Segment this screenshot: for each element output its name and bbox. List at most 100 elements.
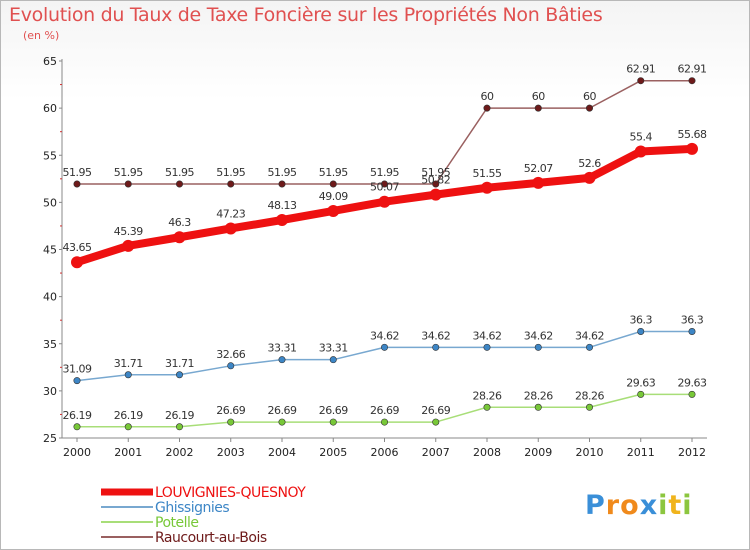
data-point [173,231,186,244]
data-point [227,362,235,370]
data-point [634,145,647,158]
x-tick-label: 2009 [524,446,552,459]
data-point [227,180,235,188]
data-point [278,180,286,188]
x-tick-label: 2005 [319,446,347,459]
data-point [534,403,542,411]
data-label: 31.09 [63,363,92,376]
data-point [124,180,132,188]
x-tick-label: 2006 [371,446,399,459]
series-ghissignies: 31.09 31.71 31.71 32.66 33.31 33.31 34.62 34.62… [63,313,704,385]
data-label: 32.66 [216,348,245,361]
chart-title: Evolution du Taux de Taxe Foncière sur l… [9,4,603,26]
data-point [329,180,337,188]
data-point [483,403,491,411]
y-tick-label: 55 [43,149,57,162]
data-label: 46.3 [168,216,191,229]
data-label: 51.95 [216,166,245,179]
data-point [176,423,184,431]
legend: LOUVIGNIES-QUESNOYGhissigniesPotelleRauc… [101,485,307,546]
data-point [380,343,388,351]
data-label: 62.91 [678,63,707,76]
data-label: 26.69 [421,404,450,417]
y-tick-label: 45 [43,244,57,257]
data-point [637,390,645,398]
data-label: 33.31 [319,342,348,355]
legend-label: Ghissignies [155,500,229,516]
data-point [688,327,696,335]
data-point [534,104,542,112]
data-label: 29.63 [626,376,655,389]
axes: 25 30 35 40 45 50 55 60 65 2000 2001 2002 2003 2004 20… [43,55,707,459]
data-point [585,104,593,112]
data-label: 26.69 [268,404,297,417]
data-label: 48.13 [268,199,297,212]
logo-letter: r [605,490,621,521]
data-label: 26.69 [216,404,245,417]
x-tick-label: 2007 [422,446,450,459]
data-point [278,356,286,364]
y-tick-label: 50 [43,196,57,209]
data-label: 33.31 [268,342,297,355]
data-label: 36.3 [630,313,653,326]
data-point [583,171,596,184]
series-raucourt-au-bois: 51.95 51.95 51.95 51.95 51.95 51.95 51.95 51.95… [63,63,707,188]
data-point [224,222,237,235]
x-tick-label: 2000 [63,446,91,459]
data-label: 28.26 [524,389,553,402]
data-label: 26.69 [370,404,399,417]
legend-label: Potelle [155,515,199,531]
y-tick-label: 65 [43,55,57,68]
data-label: 29.63 [678,376,707,389]
data-point [380,180,388,188]
data-label: 36.3 [681,313,704,326]
logo-letter: i [658,490,669,521]
data-point [71,256,83,269]
data-point [73,180,81,188]
data-label: 62.91 [626,63,655,76]
data-point [532,176,545,189]
data-label: 34.62 [575,329,604,342]
logo-letter: x [639,490,659,521]
data-label: 60 [583,90,596,103]
data-label: 43.65 [63,241,92,254]
data-point [585,343,593,351]
x-tick-label: 2004 [268,446,296,459]
data-point [73,377,81,385]
data-label: 52.07 [524,162,553,175]
logo-letter: o [620,490,640,521]
data-point [429,188,442,201]
x-tick-label: 2003 [217,446,245,459]
data-label: 26.19 [114,409,143,422]
data-point [688,390,696,398]
x-tick-label: 2008 [473,446,501,459]
data-label: 45.39 [114,225,143,238]
chart-subtitle: (en %) [23,29,60,42]
data-point [585,403,593,411]
data-label: 26.19 [165,409,194,422]
data-label: 55.68 [678,128,707,141]
data-point [124,423,132,431]
data-point [637,327,645,335]
y-tick-label: 25 [43,432,57,445]
data-point [327,204,340,217]
data-point [688,77,696,85]
series-louvignies-quesnoy: 43.6545.3946.347.2348.1349.0950.0750.825… [63,128,707,269]
data-label: 50.82 [421,174,450,187]
data-point [378,195,391,208]
data-point [176,371,184,379]
data-point [432,418,440,426]
data-point [637,77,645,85]
y-tick-label: 60 [43,102,57,115]
data-point [481,181,493,194]
legend-label: LOUVIGNIES-QUESNOY [155,485,306,501]
data-label: 34.62 [524,329,553,342]
data-label: 31.71 [165,357,194,370]
data-point [432,180,440,188]
logo-letter: i [682,490,693,521]
data-point [176,180,184,188]
data-label: 60 [532,90,545,103]
logo-letter: t [668,490,683,521]
data-label: 34.62 [421,329,450,342]
